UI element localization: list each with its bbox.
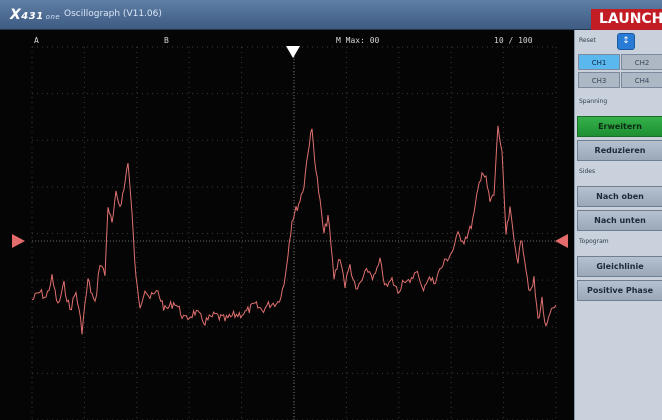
channel-a-label: A (34, 36, 39, 45)
oscilloscope-canvas[interactable] (0, 30, 574, 420)
cursor-b-label: B (164, 36, 169, 45)
arrow-icon: ↕ (622, 36, 630, 46)
waveform-trace (31, 125, 557, 335)
topogram-label: Topogram (579, 238, 609, 245)
logo-suffix: one (45, 13, 61, 21)
scope-grid (31, 46, 557, 420)
app-logo: X431 one (10, 7, 60, 23)
logo-number: 431 (21, 11, 44, 22)
positive-phase-button[interactable]: Positive Phase (577, 280, 662, 301)
brand-logo: LAUNCH (591, 9, 662, 30)
channel-ch1-button[interactable]: CH1 (578, 54, 620, 70)
reset-button[interactable]: ↕ (617, 33, 635, 50)
title-bar: X431 one Oscillograph (V11.06) LAUNCH (0, 0, 662, 30)
channel-ch2-button[interactable]: CH2 (621, 54, 662, 70)
channel-ch4-button[interactable]: CH4 (621, 72, 662, 88)
scale-readout: 10 / 100 (494, 36, 533, 45)
logo-x: X (10, 7, 22, 23)
control-panel: Reset ↕ CH1 CH2 CH3 CH4 Spanning Erweite… (574, 30, 662, 420)
sides-label: Sides (579, 168, 596, 175)
dc-line-button[interactable]: Gleichlinie (577, 256, 662, 277)
window-title: Oscillograph (V11.06) (64, 9, 162, 19)
expand-button[interactable]: Erweitern (577, 116, 662, 137)
max-readout: M Max: 00 (336, 36, 380, 45)
reset-label: Reset (579, 37, 596, 44)
oscilloscope-display[interactable]: A B M Max: 00 10 / 100 (0, 30, 574, 420)
left-level-marker (12, 234, 25, 248)
move-up-button[interactable]: Nach oben (577, 186, 662, 207)
move-down-button[interactable]: Nach unten (577, 210, 662, 231)
spanning-label: Spanning (579, 98, 608, 105)
trigger-marker (286, 46, 300, 58)
reduce-button[interactable]: Reduzieren (577, 140, 662, 161)
channel-ch3-button[interactable]: CH3 (578, 72, 620, 88)
right-level-marker (555, 234, 568, 248)
